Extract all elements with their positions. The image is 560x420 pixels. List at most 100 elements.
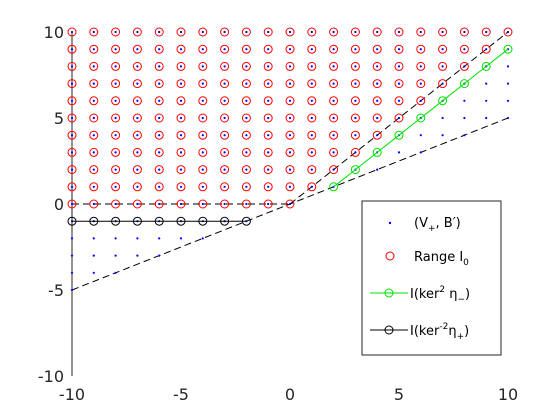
vb-point xyxy=(114,65,117,68)
range-point xyxy=(198,27,208,37)
vb-point xyxy=(332,151,335,154)
range-point xyxy=(220,96,230,106)
range-point xyxy=(438,44,448,54)
vb-point xyxy=(136,151,139,154)
vb-point xyxy=(485,30,488,34)
vb-point xyxy=(310,185,313,188)
vb-point xyxy=(179,237,183,240)
range-point xyxy=(372,44,382,54)
range-point xyxy=(176,44,186,54)
range-point xyxy=(132,44,142,54)
vb-point xyxy=(245,151,248,154)
range-point xyxy=(111,44,121,54)
vb-point xyxy=(397,65,401,68)
range-point xyxy=(285,147,295,157)
series-point-0 xyxy=(372,147,382,157)
range-point xyxy=(176,147,186,157)
range-point xyxy=(220,199,230,209)
range-point xyxy=(285,182,295,192)
range-point xyxy=(198,165,208,175)
range-point xyxy=(394,61,404,71)
vb-point xyxy=(310,99,313,102)
range-point xyxy=(111,165,121,175)
range-point xyxy=(111,199,121,209)
legend-marker-range xyxy=(385,251,395,261)
vb-point xyxy=(310,168,313,171)
range-point xyxy=(220,147,230,157)
vb-point xyxy=(245,134,248,137)
vb-point xyxy=(485,99,488,102)
vb-point xyxy=(354,82,357,85)
vb-point xyxy=(92,254,95,257)
range-point xyxy=(154,27,164,37)
range-point xyxy=(263,147,273,157)
range-point xyxy=(176,113,186,123)
vb-point xyxy=(288,99,292,102)
range-point xyxy=(132,96,142,106)
vb-point xyxy=(223,151,226,154)
vb-point xyxy=(267,151,270,154)
vb-point xyxy=(70,271,74,274)
vb-point xyxy=(114,254,117,257)
range-point xyxy=(307,27,317,37)
vb-point xyxy=(179,116,183,120)
range-point xyxy=(89,61,99,71)
range-point xyxy=(372,96,382,106)
vb-point xyxy=(376,168,379,171)
range-point xyxy=(285,113,295,123)
vb-point xyxy=(136,116,139,120)
vb-point xyxy=(114,134,117,137)
vb-point xyxy=(136,237,139,240)
range-point xyxy=(220,113,230,123)
vb-point xyxy=(397,116,401,120)
vb-point xyxy=(114,271,117,274)
range-point xyxy=(198,79,208,89)
range-point xyxy=(198,113,208,123)
vb-point xyxy=(92,82,95,85)
vb-point xyxy=(288,116,292,120)
vb-point xyxy=(114,48,117,51)
vb-point xyxy=(158,168,161,171)
legend-entry-kerp: I(ker-2η+) xyxy=(370,322,469,342)
range-point xyxy=(394,79,404,89)
vb-point xyxy=(267,65,270,68)
range-point xyxy=(241,96,251,106)
vb-point xyxy=(223,82,226,85)
vb-point xyxy=(354,48,357,51)
legend: (V+, B′) Range I0 I(ker2 η−) I(ker-2η+) xyxy=(361,200,502,356)
range-point xyxy=(67,79,77,89)
vb-point xyxy=(70,48,74,51)
range-point xyxy=(89,130,99,140)
series-point-0 xyxy=(329,182,339,192)
range-point xyxy=(154,147,164,157)
range-point xyxy=(176,79,186,89)
range-point xyxy=(132,130,142,140)
range-point xyxy=(132,27,142,37)
vb-point xyxy=(419,151,422,154)
range-point xyxy=(67,182,77,192)
vb-point xyxy=(376,99,379,102)
range-point xyxy=(285,44,295,54)
vb-point xyxy=(179,30,183,34)
vb-point xyxy=(288,82,292,85)
legend-marker-kerm xyxy=(384,288,394,298)
vb-point xyxy=(441,48,444,51)
vb-point xyxy=(485,116,488,120)
vb-point xyxy=(223,185,226,188)
range-point xyxy=(329,79,339,89)
range-point xyxy=(285,130,295,140)
vb-point xyxy=(310,30,313,34)
range-point xyxy=(198,44,208,54)
y-tick-label: -5 xyxy=(48,281,64,300)
vb-point xyxy=(397,82,401,85)
range-point xyxy=(132,113,142,123)
vb-point xyxy=(114,237,117,240)
range-point xyxy=(241,147,251,157)
range-point xyxy=(350,44,360,54)
range-point xyxy=(263,44,273,54)
vb-point xyxy=(376,134,379,137)
vb-point xyxy=(397,151,401,154)
vb-point xyxy=(136,168,139,171)
vb-point xyxy=(267,185,270,188)
range-point xyxy=(481,27,491,37)
